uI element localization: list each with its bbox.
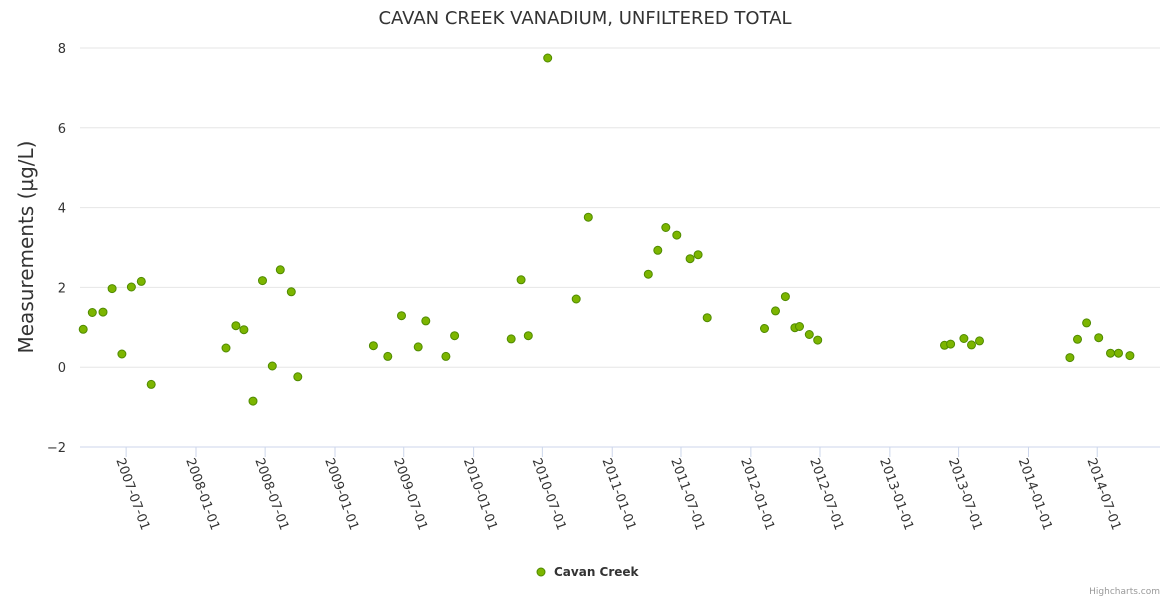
data-point[interactable] (1125, 351, 1135, 361)
legend-marker[interactable] (536, 567, 546, 577)
data-point[interactable] (78, 324, 88, 334)
data-point[interactable] (441, 351, 451, 361)
chart-title: CAVAN CREEK VANADIUM, UNFILTERED TOTAL (378, 8, 791, 29)
data-point[interactable] (571, 294, 581, 304)
data-point[interactable] (946, 339, 956, 349)
data-point[interactable] (136, 276, 146, 286)
x-tick-label: 2010-01-01 (460, 456, 500, 532)
y-tick-label: 4 (58, 202, 66, 217)
x-tick-label: 2012-07-01 (806, 456, 846, 532)
credits-link[interactable]: Highcharts.com (1089, 587, 1160, 597)
legend[interactable]: Cavan Creek (536, 565, 640, 579)
data-point[interactable] (275, 265, 285, 275)
data-point[interactable] (975, 336, 984, 346)
data-point[interactable] (450, 331, 460, 341)
x-tick-label: 2011-01-01 (598, 456, 638, 532)
data-point[interactable] (413, 342, 423, 352)
data-point[interactable] (672, 230, 682, 240)
data-point[interactable] (523, 331, 533, 341)
data-point[interactable] (516, 275, 526, 285)
data-point[interactable] (967, 340, 976, 350)
data-point[interactable] (760, 324, 769, 333)
data-point[interactable] (87, 308, 97, 317)
x-tick-label: 2010-07-01 (529, 456, 569, 532)
x-tick-label: 2009-07-01 (390, 456, 430, 532)
data-point[interactable] (231, 321, 241, 331)
y-tick-label: 8 (58, 42, 66, 57)
y-tick-label: 6 (58, 122, 66, 137)
x-tick-label: 2007-07-01 (112, 456, 152, 532)
data-point[interactable] (421, 316, 431, 326)
data-point[interactable] (286, 287, 296, 297)
data-point[interactable] (221, 343, 231, 353)
x-tick-label: 2009-01-01 (321, 456, 361, 532)
data-point[interactable] (368, 341, 378, 351)
data-point[interactable] (702, 313, 712, 323)
data-point[interactable] (267, 361, 277, 371)
data-point[interactable] (771, 306, 780, 316)
data-point[interactable] (1114, 348, 1123, 358)
data-point[interactable] (397, 311, 406, 321)
data-point[interactable] (1065, 353, 1075, 363)
data-point[interactable] (653, 245, 663, 255)
data-point[interactable] (813, 335, 823, 345)
y-tick-label: 0 (58, 361, 66, 376)
data-point[interactable] (107, 284, 117, 294)
data-point[interactable] (583, 212, 593, 222)
data-point[interactable] (959, 334, 969, 343)
x-tick-label: 2008-01-01 (182, 456, 222, 532)
legend-item-cavan-creek[interactable]: Cavan Creek (554, 565, 640, 579)
data-point[interactable] (804, 330, 814, 339)
data-point[interactable] (685, 254, 695, 264)
x-tick-label: 2012-01-01 (737, 456, 777, 532)
y-tick-label: 2 (58, 281, 66, 296)
x-tick-label: 2008-07-01 (251, 456, 291, 532)
data-point[interactable] (1082, 318, 1092, 328)
data-point[interactable] (258, 276, 267, 286)
data-point[interactable] (98, 307, 108, 317)
data-point[interactable] (248, 396, 258, 406)
data-point[interactable] (795, 322, 804, 331)
data-point[interactable] (117, 349, 127, 359)
data-point[interactable] (1106, 348, 1115, 358)
x-tick-label: 2014-01-01 (1015, 456, 1055, 532)
data-point[interactable] (383, 351, 393, 361)
data-point[interactable] (1073, 334, 1082, 344)
data-point[interactable] (780, 292, 790, 302)
data-point[interactable] (543, 53, 553, 63)
x-tick-label: 2014-07-01 (1083, 456, 1123, 532)
y-axis-label: Measurements (µg/L) (14, 141, 38, 354)
data-point[interactable] (661, 223, 671, 232)
series-cavan-creek[interactable] (78, 53, 1135, 406)
data-point[interactable] (239, 325, 249, 335)
data-point[interactable] (146, 379, 156, 389)
y-tick-label: −2 (47, 441, 66, 456)
x-tick-label: 2011-07-01 (667, 456, 707, 532)
data-point[interactable] (126, 282, 136, 292)
data-point[interactable] (693, 250, 703, 260)
x-tick-label: 2013-07-01 (945, 456, 985, 532)
x-axis: 2007-07-01 2008-01-01 2008-07-01 2009-01-01… (80, 446, 1160, 532)
data-point[interactable] (643, 269, 653, 279)
x-tick-label: 2013-01-01 (876, 456, 916, 532)
data-point[interactable] (506, 334, 516, 344)
data-point[interactable] (1094, 333, 1104, 343)
grid-lines (80, 47, 1160, 368)
y-axis: −2 0 2 4 6 8 (47, 42, 66, 456)
data-point[interactable] (293, 372, 303, 382)
